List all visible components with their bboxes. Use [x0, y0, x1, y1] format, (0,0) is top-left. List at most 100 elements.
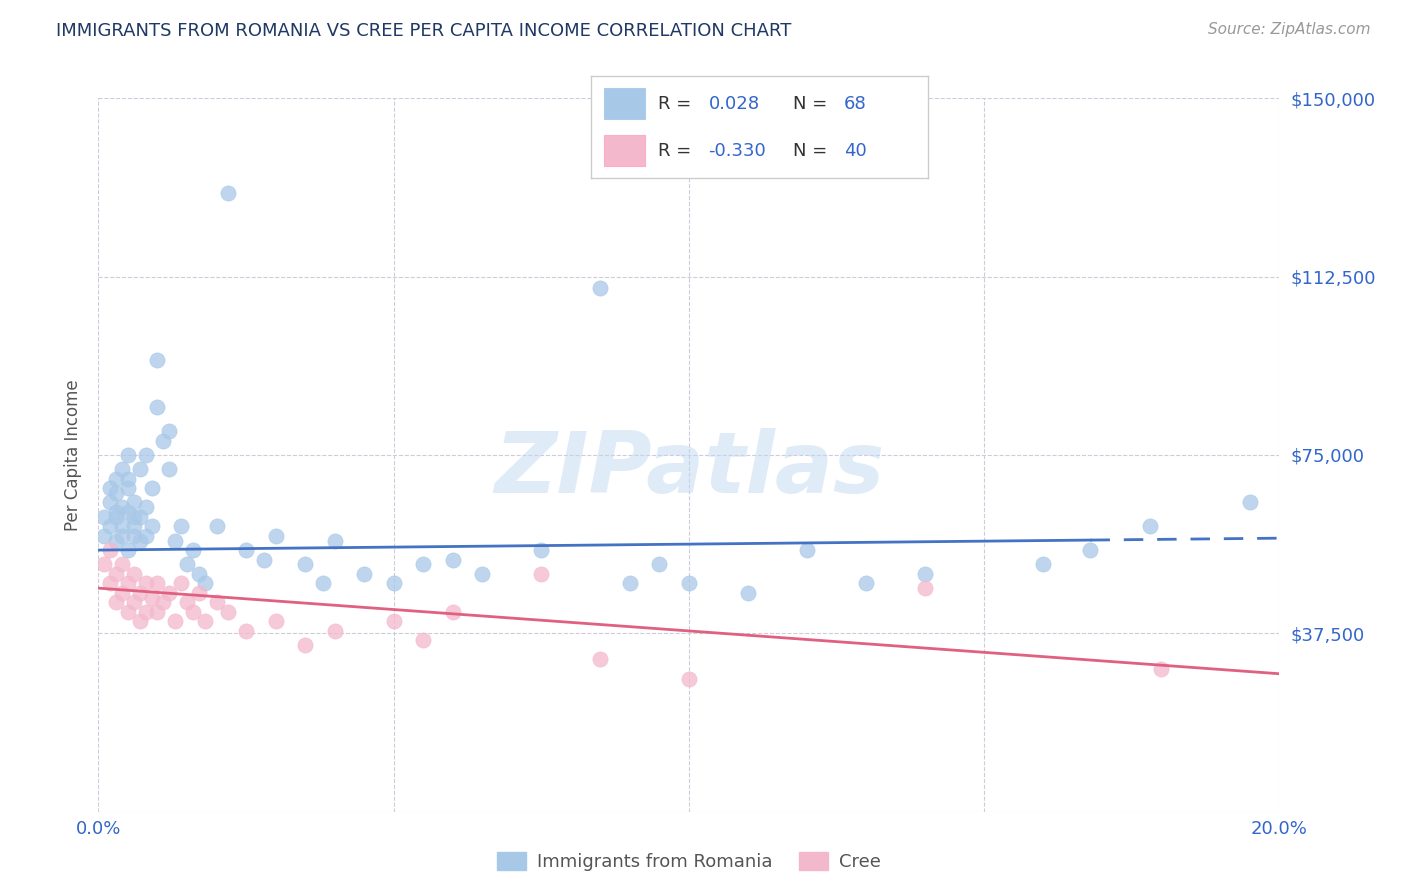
- Point: [1139, 519, 1161, 533]
- Point: [128, 615, 150, 629]
- FancyBboxPatch shape: [605, 136, 644, 166]
- Y-axis label: Per Capita Income: Per Capita Income: [65, 379, 83, 531]
- Point: [117, 605, 139, 619]
- Point: [165, 615, 187, 629]
- Point: [1239, 495, 1261, 509]
- Point: [157, 462, 180, 476]
- Point: [412, 558, 434, 572]
- FancyBboxPatch shape: [605, 88, 644, 119]
- Point: [165, 533, 187, 548]
- Point: [181, 543, 204, 558]
- Point: [122, 529, 145, 543]
- Point: [146, 352, 169, 367]
- Point: [217, 186, 239, 201]
- Text: ZIPatlas: ZIPatlas: [494, 427, 884, 511]
- Point: [855, 576, 877, 591]
- Point: [235, 624, 257, 638]
- Point: [141, 519, 163, 533]
- Point: [146, 576, 169, 591]
- Point: [128, 586, 150, 600]
- Point: [105, 595, 128, 609]
- Point: [205, 595, 228, 609]
- Point: [157, 586, 180, 600]
- Point: [105, 486, 128, 500]
- Point: [157, 424, 180, 438]
- Point: [530, 543, 553, 558]
- Point: [117, 543, 139, 558]
- Point: [105, 472, 128, 486]
- Point: [294, 558, 316, 572]
- Point: [98, 576, 121, 591]
- Point: [194, 576, 217, 591]
- Point: [146, 401, 169, 415]
- Point: [135, 529, 157, 543]
- Point: [117, 481, 139, 495]
- Point: [205, 519, 228, 533]
- Point: [1032, 558, 1054, 572]
- Point: [294, 638, 316, 652]
- Point: [135, 500, 157, 515]
- Point: [176, 595, 198, 609]
- Text: 68: 68: [844, 95, 866, 112]
- Legend: Immigrants from Romania, Cree: Immigrants from Romania, Cree: [489, 845, 889, 879]
- Point: [93, 509, 115, 524]
- Point: [181, 605, 204, 619]
- Point: [111, 500, 134, 515]
- Text: Source: ZipAtlas.com: Source: ZipAtlas.com: [1208, 22, 1371, 37]
- Point: [122, 519, 145, 533]
- Text: 40: 40: [844, 142, 866, 160]
- Point: [105, 533, 128, 548]
- Point: [176, 558, 198, 572]
- Point: [217, 605, 239, 619]
- Point: [170, 519, 193, 533]
- Point: [382, 615, 405, 629]
- Point: [93, 558, 115, 572]
- Point: [353, 566, 375, 581]
- Point: [471, 566, 494, 581]
- Text: N =: N =: [793, 95, 832, 112]
- Point: [105, 505, 128, 519]
- Point: [111, 519, 134, 533]
- Text: -0.330: -0.330: [709, 142, 766, 160]
- Point: [914, 581, 936, 595]
- Point: [589, 652, 612, 666]
- Point: [128, 509, 150, 524]
- Point: [619, 576, 641, 591]
- Point: [323, 533, 346, 548]
- Point: [187, 566, 209, 581]
- Point: [141, 591, 163, 605]
- Point: [648, 558, 671, 572]
- Point: [441, 552, 464, 566]
- Point: [253, 552, 276, 566]
- Point: [678, 672, 700, 686]
- Point: [146, 605, 169, 619]
- Point: [98, 543, 121, 558]
- Point: [1080, 543, 1102, 558]
- Point: [530, 566, 553, 581]
- Point: [98, 481, 121, 495]
- Point: [122, 566, 145, 581]
- Point: [323, 624, 346, 638]
- Point: [441, 605, 464, 619]
- Text: R =: R =: [658, 142, 697, 160]
- Text: R =: R =: [658, 95, 697, 112]
- Point: [141, 481, 163, 495]
- Point: [117, 576, 139, 591]
- Point: [135, 576, 157, 591]
- Point: [312, 576, 335, 591]
- Point: [152, 434, 174, 448]
- Point: [128, 462, 150, 476]
- Point: [589, 281, 612, 295]
- Point: [187, 586, 209, 600]
- Point: [117, 472, 139, 486]
- Point: [382, 576, 405, 591]
- Point: [122, 495, 145, 509]
- Point: [737, 586, 759, 600]
- Point: [264, 529, 287, 543]
- Point: [1150, 662, 1173, 676]
- Point: [128, 533, 150, 548]
- Point: [122, 595, 145, 609]
- Point: [117, 505, 139, 519]
- Point: [105, 566, 128, 581]
- Point: [264, 615, 287, 629]
